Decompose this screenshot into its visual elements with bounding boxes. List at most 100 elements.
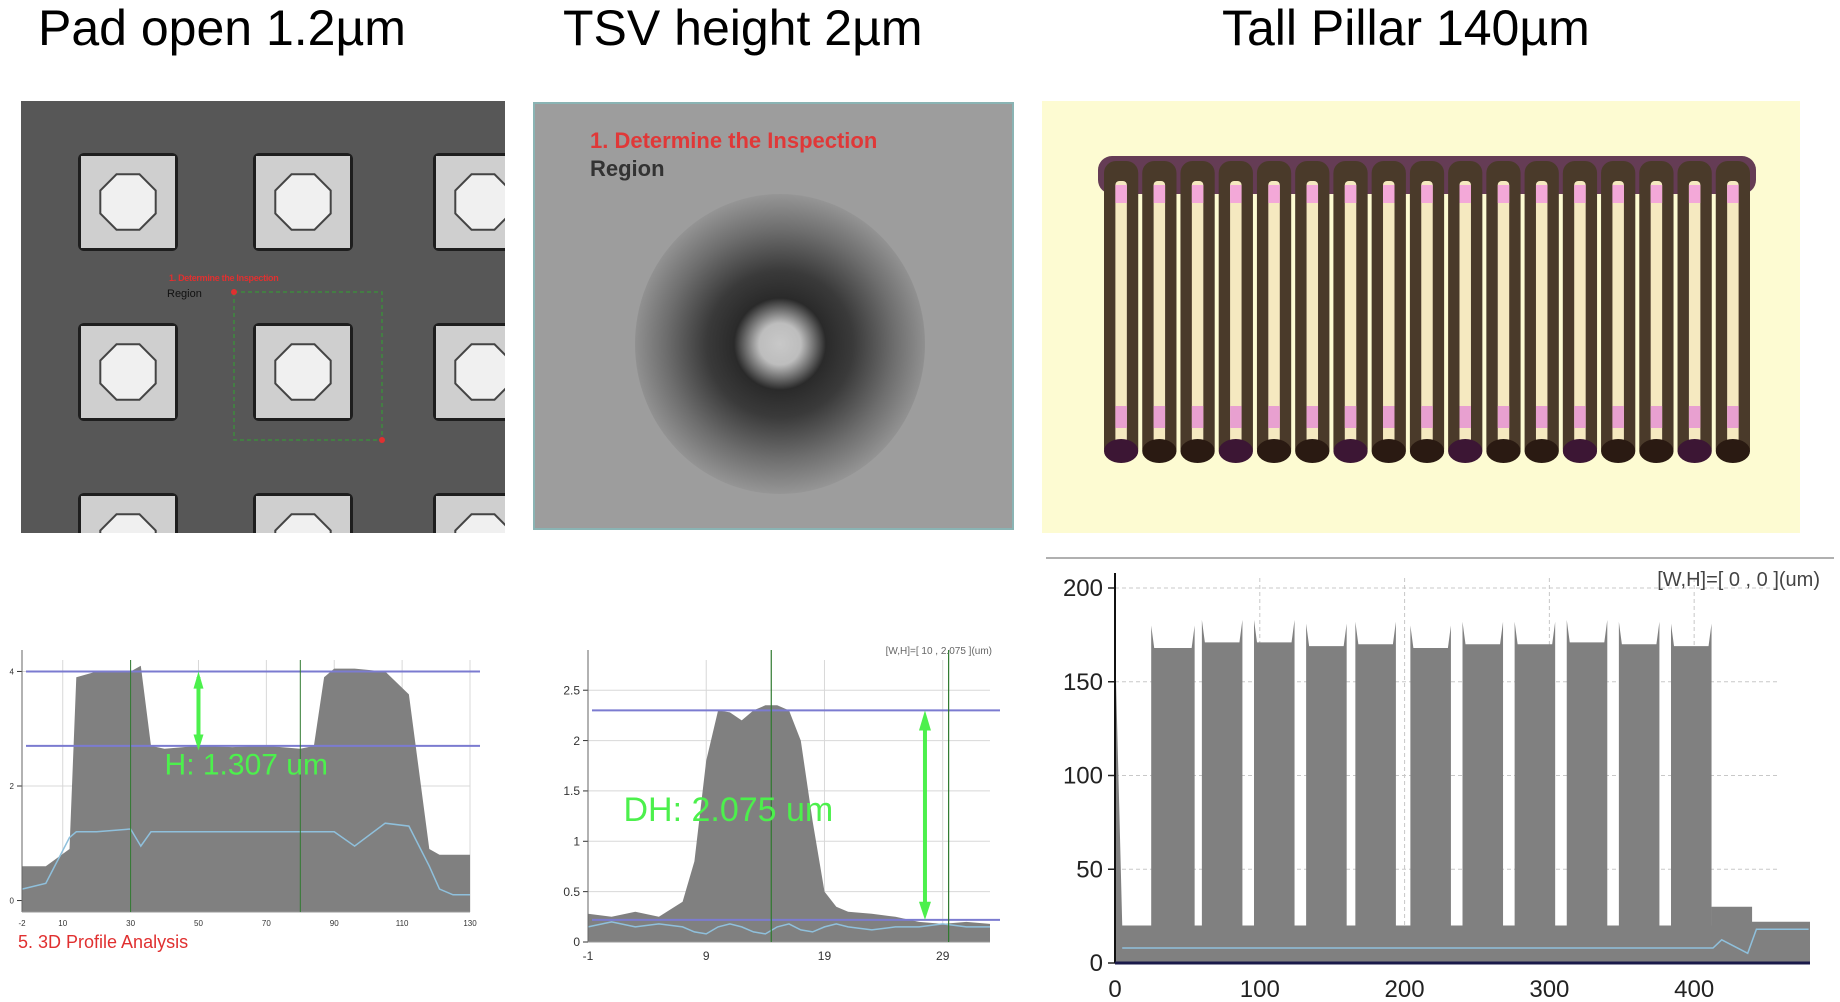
- y-tick-label: 2: [573, 734, 580, 748]
- pillar-highlight: [1153, 181, 1166, 446]
- pillar-base: [1677, 439, 1712, 463]
- pillar-highlight: [1574, 181, 1586, 446]
- pillar-base: [1218, 439, 1253, 463]
- pillar-top-glint: [1344, 185, 1357, 203]
- pad-opening: [274, 343, 332, 401]
- pillar-bottom-glint: [1421, 406, 1433, 428]
- pillar-base: [1256, 439, 1292, 463]
- y-tick-label: 0: [573, 935, 580, 949]
- pillar-top-glint: [1306, 185, 1319, 203]
- pillar-highlight: [1535, 181, 1548, 446]
- pad-opening: [99, 343, 157, 401]
- pillar-base: [1180, 439, 1215, 463]
- pillar-base: [1524, 439, 1559, 463]
- pillar-highlight: [1306, 181, 1319, 446]
- pad-opening: [454, 343, 505, 401]
- pillar-bottom-glint: [1153, 406, 1166, 428]
- measure-arrowhead-up: [918, 710, 931, 731]
- tsv-image: 1. Determine the Inspection Region: [533, 102, 1014, 530]
- secondary-trace: [21, 822, 470, 896]
- pillar-profile-bar: [1566, 619, 1608, 926]
- x-tick-label: 19: [818, 949, 832, 963]
- pillar-top-glint: [1650, 185, 1663, 203]
- measure-arrowhead-down: [918, 901, 931, 920]
- pillar-top-glint: [1535, 185, 1548, 203]
- pillar-bottom-glint: [1727, 406, 1739, 428]
- pillar-bottom-glint: [1650, 406, 1663, 428]
- pillar-highlight: [1383, 181, 1395, 446]
- pillar-highlight: [1115, 181, 1127, 446]
- pillar-profile-bar: [1618, 621, 1660, 926]
- profile-analysis-label: 5. 3D Profile Analysis: [18, 932, 188, 952]
- x-tick-label: 100: [1240, 976, 1280, 1002]
- pillar-base: [1715, 439, 1750, 463]
- y-tick-label: 1.5: [563, 784, 580, 798]
- x-tick-label: 10: [58, 919, 67, 928]
- pad-open-image: 1. Determine the Inspection Region: [21, 101, 505, 533]
- y-tick-label: 2: [10, 782, 15, 791]
- pillar-profile-bar: [1671, 623, 1712, 926]
- pillar-bottom-glint: [1344, 406, 1357, 428]
- x-tick-label: 90: [330, 919, 339, 928]
- pillar-base: [1409, 439, 1445, 463]
- pillar-top-glint: [1268, 185, 1280, 203]
- pad-grid-svg: [78, 153, 505, 533]
- pillar-base: [1601, 439, 1636, 463]
- pillar-bottom-glint: [1612, 406, 1624, 428]
- title-pad-open: Pad open 1.2µm: [38, 0, 406, 56]
- pad-opening: [454, 173, 505, 231]
- wh-readout: [W,H]=[ 0 , 0 ](um): [1657, 569, 1820, 591]
- pillar-top-glint: [1115, 185, 1127, 203]
- x-tick-label: 9: [703, 949, 710, 963]
- pillar-highlight: [1612, 181, 1624, 446]
- tsv-annotation-line2: Region: [590, 156, 665, 181]
- x-tick-label: 50: [194, 919, 203, 928]
- pillar-base: [1295, 439, 1330, 463]
- pillar-top-glint: [1191, 185, 1204, 203]
- pillar-bottom-glint: [1383, 406, 1395, 428]
- x-tick-label: 29: [936, 949, 950, 963]
- pillar-bottom-glint: [1115, 406, 1127, 428]
- pillar-top-glint: [1459, 185, 1471, 203]
- pillar-base: [1448, 439, 1483, 463]
- pillar-highlight: [1497, 181, 1510, 446]
- y-tick-label: 4: [10, 667, 15, 676]
- tsv-hole: [635, 194, 925, 494]
- inspection-region-box: [233, 291, 383, 441]
- pillar-base: [1333, 439, 1368, 463]
- region-handle: [379, 437, 385, 443]
- pillar-bottom-glint: [1497, 406, 1510, 428]
- pillar-base: [1104, 439, 1139, 463]
- pillar-top-glint: [1612, 185, 1624, 203]
- pillar-base: [1142, 439, 1177, 463]
- secondary-trace: [1122, 928, 1809, 955]
- pillar-base: [1639, 439, 1674, 463]
- pillar-profile-chart: 0 50 100 150 200 0 100 200 300 400 [W,H]=[ 0 , 0 ]…: [1046, 557, 1834, 1002]
- pillar-profile-bar: [1514, 621, 1556, 926]
- pillar-top-glint: [1383, 185, 1395, 203]
- measure-arrowhead-down: [193, 734, 204, 751]
- pad-opening: [99, 513, 157, 533]
- x-tick-label: -1: [583, 949, 594, 963]
- pillar-highlight: [1421, 181, 1433, 446]
- pillar-bottom-glint: [1535, 406, 1548, 428]
- x-tick-label: -2: [18, 919, 26, 928]
- x-tick-label: 300: [1529, 976, 1569, 1002]
- pillar-highlight: [1344, 181, 1357, 446]
- pillar-profile-bar: [1306, 623, 1347, 926]
- pillar-top-glint: [1153, 185, 1166, 203]
- pillar-bottom-glint: [1688, 406, 1701, 428]
- x-tick-label: 110: [396, 919, 409, 928]
- tsv-annotation-line1: 1. Determine the Inspection: [590, 128, 878, 153]
- pillar-highlight: [1650, 181, 1663, 446]
- pillar-top-glint: [1497, 185, 1510, 203]
- pad-opening: [99, 173, 157, 231]
- pillar-bottom-glint: [1306, 406, 1319, 428]
- measure-arrowhead-up: [193, 671, 204, 689]
- pad-annotation-line1: 1. Determine the Inspection: [169, 273, 279, 283]
- y-tick-label: 0: [1090, 950, 1103, 977]
- tall-pillar-image: [1042, 101, 1800, 533]
- pillar-highlight: [1230, 181, 1242, 446]
- y-tick-label: 150: [1063, 669, 1103, 696]
- pillar-top-glint: [1230, 185, 1242, 203]
